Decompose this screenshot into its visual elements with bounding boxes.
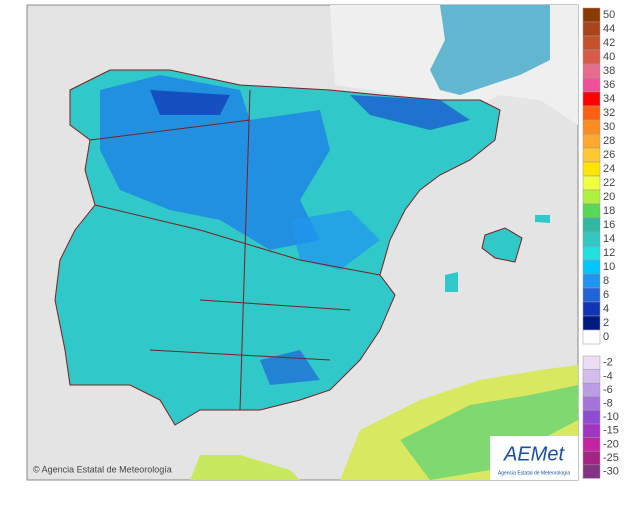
cantabrian	[150, 90, 230, 115]
legend: 5044424038363432302826242220181614121086…	[582, 7, 619, 479]
legend-swatch	[582, 105, 601, 121]
legend-label: 24	[603, 163, 615, 175]
mallorca	[481, 227, 523, 263]
legend-swatch	[582, 49, 601, 65]
logo: AEMet	[503, 443, 565, 465]
legend-label: -15	[603, 425, 619, 437]
legend-swatch	[582, 464, 601, 479]
legend-label: 26	[603, 149, 615, 161]
legend-label: 18	[603, 205, 615, 217]
legend-swatch	[582, 77, 601, 93]
legend-label: -8	[603, 398, 613, 410]
legend-label: -6	[603, 384, 613, 396]
legend-swatch	[582, 382, 601, 398]
legend-label: 38	[603, 65, 615, 77]
legend-swatch	[582, 273, 601, 289]
legend-swatch	[582, 410, 601, 425]
legend-label: -4	[603, 370, 613, 382]
legend-swatch	[582, 315, 601, 331]
legend-swatch	[582, 259, 601, 275]
legend-label: -20	[603, 438, 619, 450]
legend-label: 2	[603, 317, 609, 329]
legend-label: -25	[603, 452, 619, 464]
menorca	[535, 215, 550, 223]
legend-label: 20	[603, 191, 615, 203]
legend-label: -2	[603, 357, 613, 369]
legend-label: 22	[603, 177, 615, 189]
legend-swatch	[582, 245, 601, 261]
legend-swatch	[582, 437, 601, 452]
pyrenees	[350, 95, 470, 130]
legend-label: 34	[603, 93, 615, 105]
cold-north	[100, 75, 330, 250]
legend-swatch	[582, 301, 601, 317]
legend-swatch	[582, 21, 601, 37]
legend-swatch	[582, 231, 601, 247]
legend-label: 50	[603, 9, 615, 21]
region-borders	[89, 89, 381, 411]
legend-label: 36	[603, 79, 615, 91]
logo-subtitle: Agencia Estatal de Meteorología	[498, 470, 570, 476]
legend-label: 42	[603, 37, 615, 49]
atlas	[400, 385, 578, 480]
legend-swatch	[582, 423, 601, 438]
legend-label: -10	[603, 411, 619, 423]
ibiza	[445, 272, 458, 292]
logo-box	[490, 436, 578, 480]
legend-label: 28	[603, 135, 615, 147]
legend-swatch	[582, 91, 601, 107]
morocco-north	[190, 455, 300, 480]
copyright: © Agencia Estatal de Meteorología	[33, 464, 172, 474]
legend-swatch	[582, 189, 601, 205]
legend-label: 44	[603, 23, 615, 35]
legend-swatch	[582, 161, 601, 177]
legend-label: 8	[603, 275, 609, 287]
legend-swatch	[582, 450, 601, 466]
legend-swatch	[582, 119, 601, 135]
france-highland	[430, 5, 550, 95]
legend-swatch	[582, 7, 601, 23]
legend-swatch	[582, 63, 601, 79]
legend-swatch	[582, 329, 601, 345]
legend-label: 14	[603, 233, 615, 245]
legend-swatch	[582, 35, 601, 51]
legend-label: 10	[603, 261, 615, 273]
legend-swatch	[582, 396, 601, 411]
legend-label: -30	[603, 466, 619, 478]
legend-label: 30	[603, 121, 615, 133]
legend-swatch	[582, 217, 601, 233]
legend-label: 32	[603, 107, 615, 119]
legend-swatch	[582, 369, 601, 384]
legend-swatch	[582, 147, 601, 163]
legend-swatch	[582, 355, 601, 370]
legend-swatch	[582, 287, 601, 303]
legend-label: 12	[603, 247, 615, 259]
legend-label: 6	[603, 289, 609, 301]
legend-label: 40	[603, 51, 615, 63]
legend-swatch	[582, 203, 601, 219]
legend-label: 16	[603, 219, 615, 231]
iberian-range	[290, 210, 380, 270]
legend-label: 4	[603, 303, 609, 315]
legend-swatch	[582, 133, 601, 149]
legend-swatch	[582, 175, 601, 191]
legend-label: 0	[603, 331, 609, 343]
